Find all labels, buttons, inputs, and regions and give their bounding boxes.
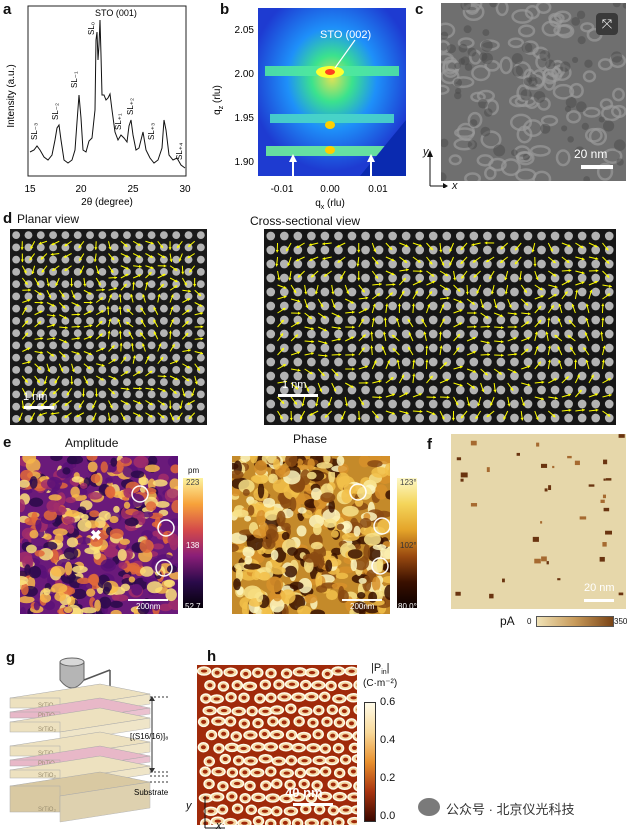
peak-label-slm1: SL₋₁ <box>70 71 79 88</box>
xrd-xtick: 20 <box>75 184 87 195</box>
tem-image: ⤧ 20 nm <box>441 3 626 181</box>
phase-scale-label: 200nm <box>350 602 375 611</box>
tem-axes <box>427 150 448 188</box>
peak-label-slm3: SL₋₃ <box>30 123 39 140</box>
planar-stem-image: 1 nm <box>10 229 207 425</box>
xrd-ylabel: Intensity (a.u.) <box>6 64 17 127</box>
amp-cbar-unit: pm <box>188 466 200 475</box>
phasefield-axis-y: y <box>186 800 192 812</box>
wechat-icon <box>418 798 440 816</box>
amp-cbar-mid: 138 <box>186 541 200 550</box>
rsm-xtick: 0.00 <box>320 184 340 195</box>
substrate-label: Substrate <box>134 788 169 797</box>
planar-title: Planar view <box>17 212 80 226</box>
rsm-ytick: 2.05 <box>235 25 255 36</box>
phasefield-cbar-title: |Pin| <box>371 662 390 677</box>
panel-c-letter: c <box>415 1 424 18</box>
panel-a-letter: a <box>3 1 12 18</box>
phasefield-scale-label: 40 nm <box>285 785 323 800</box>
rsm-ytick: 2.00 <box>235 69 255 80</box>
phase-cbar-mid: 102° <box>400 541 417 550</box>
panel-e-letter: e <box>3 434 12 451</box>
tem-axis-x: x <box>452 180 458 192</box>
expand-icon[interactable]: ⤧ <box>596 13 618 35</box>
planar-scalebar <box>24 406 54 409</box>
phasefield-colorbar <box>364 702 376 822</box>
bracket-label: [(S16/16)]₈ <box>130 732 168 741</box>
amp-cbar-max: 223 <box>186 478 200 487</box>
phasefield-cbar-tick: 0.2 <box>380 772 396 784</box>
rsm-ytick: 1.95 <box>235 113 255 124</box>
peak-label-slp1: SL₊₁ <box>114 113 123 130</box>
peak-label-slp2: SL₊₂ <box>126 98 135 115</box>
amp-cbar-min: 52.7 <box>185 602 201 611</box>
cross-title: Cross-sectional view <box>250 214 361 228</box>
phase-map: 200nm <box>232 456 390 614</box>
amplitude-title: Amplitude <box>65 436 119 450</box>
rsm-ytick: 1.90 <box>235 157 255 168</box>
phase-cbar-max: 123° <box>400 478 417 487</box>
caf-scale-label: 20 nm <box>584 582 615 594</box>
rsm-xtick: 0.01 <box>368 184 388 195</box>
xrd-xlabel: 2θ (degree) <box>81 197 133 208</box>
peak-label-sl0: SL₀ <box>87 22 96 35</box>
tem-axis-y: y <box>423 146 429 158</box>
layer-label: SrTiO₃ <box>38 727 56 733</box>
panel-f-letter: f <box>427 436 432 453</box>
phasefield-cbar-unit: (C·m⁻²) <box>363 678 398 689</box>
phase-scalebar <box>342 599 382 601</box>
rsm-xtick: -0.01 <box>271 184 294 195</box>
peak-label-slp3: SL₊₃ <box>147 123 156 140</box>
svg-text:✖: ✖ <box>90 527 102 543</box>
phase-cbar-min: 80.0° <box>398 602 417 611</box>
xrd-curve <box>29 19 186 169</box>
cross-scalebar <box>278 394 318 397</box>
caf-map: 20 nm <box>451 434 626 609</box>
cross-scale-label: 1 nm <box>282 379 307 391</box>
phasefield-cbar-tick: 0.4 <box>380 734 396 746</box>
amplitude-map: ✖ 200nm <box>20 456 178 614</box>
peak-label-slm2: SL₋₂ <box>51 103 60 120</box>
planar-scale-label: 1 nm <box>23 391 48 403</box>
phasefield-cbar-tick: 0.0 <box>380 810 396 822</box>
peak-label-sto: STO (001) <box>95 8 137 18</box>
xrd-xtick: 25 <box>127 184 139 195</box>
superlattice-schematic: SrTiO₃PbTiO₃SrTiO₃SrTiO₃PbTiO₃SrTiO₃SrTi… <box>9 657 170 823</box>
panel-h-letter: h <box>207 648 217 665</box>
caf-scalebar <box>584 599 614 602</box>
caf-cbar-unit: pA <box>500 614 515 628</box>
panel-g-letter: g <box>6 649 16 666</box>
phase-field-map: 40 nm <box>197 665 357 825</box>
tem-scalebar <box>581 165 613 169</box>
rsm-ylabel: qz (rlu) <box>212 85 225 115</box>
phasefield-cbar-tick: 0.6 <box>380 696 396 708</box>
phasefield-scalebar <box>293 803 333 806</box>
phasefield-axis-x: x <box>216 820 222 832</box>
phasefield-axes <box>204 796 225 829</box>
amp-colorbar <box>183 478 203 608</box>
tem-scale-label: 20 nm <box>574 147 608 161</box>
xrd-xtick: 15 <box>24 184 36 195</box>
rsm-xlabel: qx (rlu) <box>315 198 345 210</box>
cross-stem-image: 1 nm <box>264 229 616 425</box>
xrd-chart: Intensity (a.u.) 2θ (degree) 15 20 25 30… <box>6 5 191 208</box>
peak-label-slp4: SL₊₄ <box>175 143 184 160</box>
caf-cbar-min: 0 <box>527 617 532 626</box>
caf-cbar-max: 350 <box>614 617 628 626</box>
layer-label: SrTiO₃ <box>38 773 56 779</box>
rsm-map: STO (002) 2.05 2.00 1.95 1.90 -0.01 0.00… <box>212 8 406 210</box>
amp-scale-label: 200nm <box>136 602 161 611</box>
rsm-annotation: STO (002) <box>320 29 371 41</box>
caf-colorbar <box>536 616 614 627</box>
phase-title: Phase <box>293 432 328 446</box>
layer-label: SrTiO₃ <box>38 807 56 813</box>
phase-colorbar <box>397 478 417 608</box>
xrd-xtick: 30 <box>179 184 191 195</box>
panel-b-letter: b <box>220 1 230 18</box>
watermark-text: 公众号 · 北京仪光科技 <box>446 802 575 817</box>
amp-scalebar <box>128 599 168 601</box>
panel-d-letter: d <box>3 210 13 227</box>
